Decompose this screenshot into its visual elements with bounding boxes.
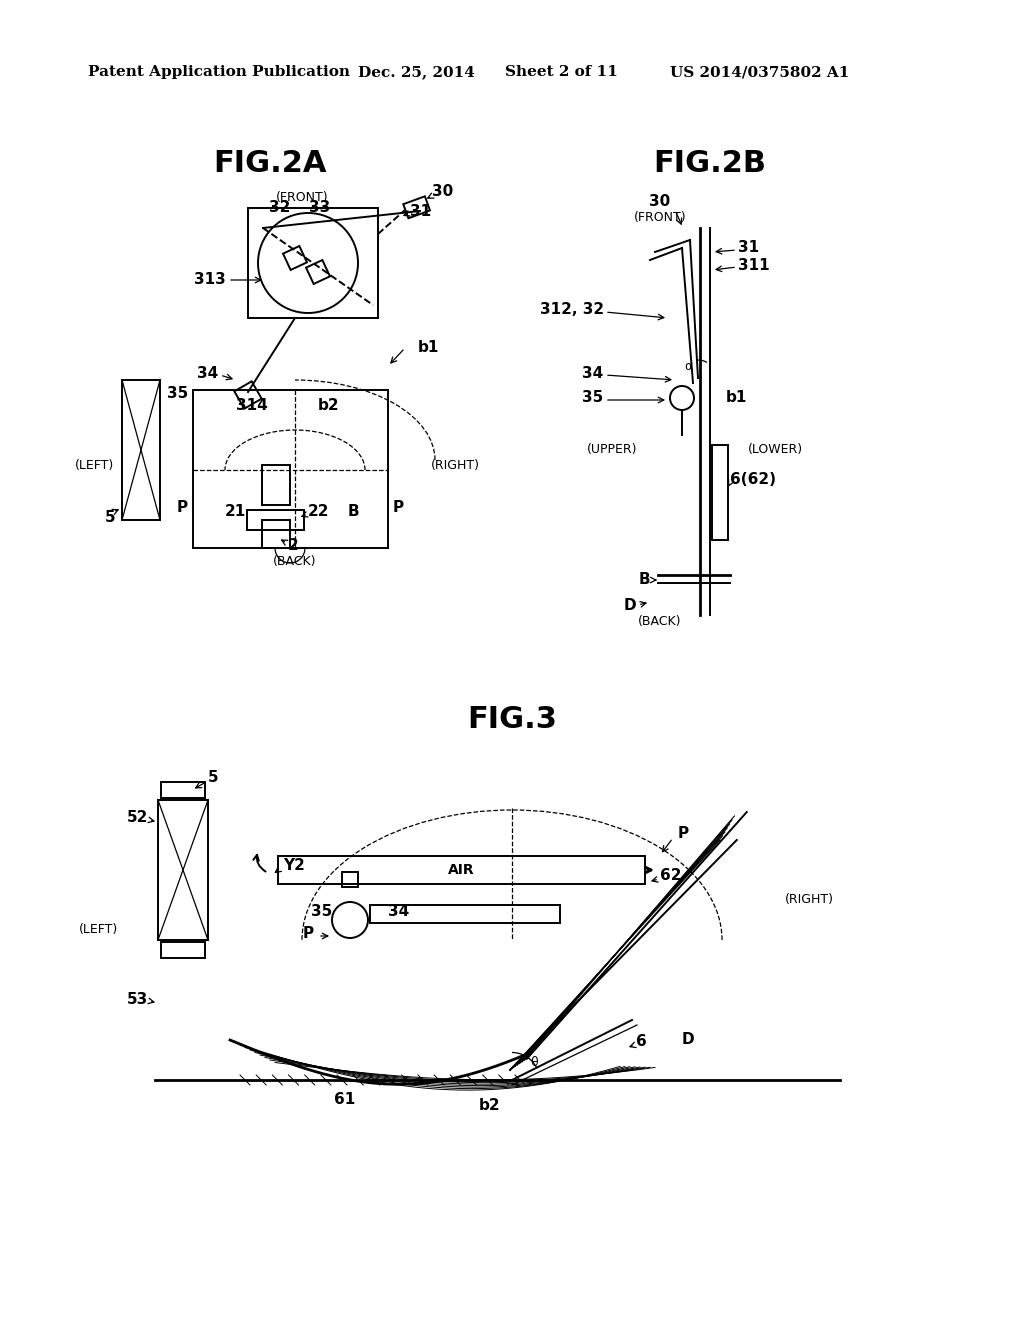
Text: AIR: AIR xyxy=(449,863,475,876)
Text: 52: 52 xyxy=(127,810,148,825)
Bar xyxy=(193,389,388,548)
Text: FIG.3: FIG.3 xyxy=(467,705,557,734)
Text: Sheet 2 of 11: Sheet 2 of 11 xyxy=(505,65,617,79)
Text: P: P xyxy=(177,499,188,515)
Text: P: P xyxy=(393,499,404,515)
Text: 21: 21 xyxy=(224,504,246,520)
Bar xyxy=(248,209,378,318)
Bar xyxy=(278,855,645,884)
Bar xyxy=(161,781,205,799)
Bar xyxy=(161,942,205,958)
Text: 6(62): 6(62) xyxy=(730,473,776,487)
Text: FIG.2B: FIG.2B xyxy=(653,149,767,177)
Text: 34: 34 xyxy=(582,366,603,380)
Text: 35: 35 xyxy=(167,385,188,400)
Text: (UPPER): (UPPER) xyxy=(587,444,637,457)
Text: b2: b2 xyxy=(479,1097,501,1113)
Bar xyxy=(262,465,290,506)
Text: D: D xyxy=(624,598,636,614)
Text: 31: 31 xyxy=(410,203,431,219)
Text: 314: 314 xyxy=(237,397,268,412)
Text: θ: θ xyxy=(530,1056,538,1068)
Text: (LEFT): (LEFT) xyxy=(76,458,115,471)
Text: 30: 30 xyxy=(432,185,454,199)
Text: Dec. 25, 2014: Dec. 25, 2014 xyxy=(358,65,475,79)
Text: b1: b1 xyxy=(726,391,748,405)
Text: 22: 22 xyxy=(308,504,330,520)
Text: B: B xyxy=(638,573,650,587)
Text: b2: b2 xyxy=(318,397,340,412)
Text: (LOWER): (LOWER) xyxy=(748,444,803,457)
Text: B: B xyxy=(348,504,359,520)
Text: 313: 313 xyxy=(195,272,226,288)
Bar xyxy=(370,906,560,923)
Text: (FRONT): (FRONT) xyxy=(275,191,329,205)
Bar xyxy=(712,445,728,540)
Text: b1: b1 xyxy=(418,341,439,355)
Text: FIG.2A: FIG.2A xyxy=(213,149,327,177)
Bar xyxy=(262,520,290,548)
Text: (RIGHT): (RIGHT) xyxy=(785,894,834,907)
Text: (RIGHT): (RIGHT) xyxy=(430,458,479,471)
Text: P: P xyxy=(303,927,314,941)
Text: Y2: Y2 xyxy=(283,858,305,874)
Text: US 2014/0375802 A1: US 2014/0375802 A1 xyxy=(670,65,849,79)
Text: 62: 62 xyxy=(660,869,682,883)
Text: 6: 6 xyxy=(636,1035,647,1049)
Text: 311: 311 xyxy=(738,257,770,272)
Text: 31: 31 xyxy=(738,240,759,256)
Text: 35: 35 xyxy=(582,391,603,405)
Text: D: D xyxy=(682,1032,694,1048)
Text: 61: 61 xyxy=(335,1093,355,1107)
Text: 2: 2 xyxy=(288,537,299,553)
Text: (BACK): (BACK) xyxy=(638,615,682,628)
Text: 5: 5 xyxy=(104,511,116,525)
Text: 5: 5 xyxy=(208,771,219,785)
Bar xyxy=(122,380,160,520)
Bar xyxy=(247,510,304,531)
Text: 34: 34 xyxy=(197,366,218,380)
Text: 312, 32: 312, 32 xyxy=(540,302,604,318)
Text: P: P xyxy=(678,826,689,842)
Text: (BACK): (BACK) xyxy=(273,556,316,569)
Text: α: α xyxy=(684,359,692,372)
Text: 33: 33 xyxy=(309,199,331,214)
Text: 35: 35 xyxy=(310,904,332,920)
Text: 32: 32 xyxy=(269,199,291,214)
Text: 30: 30 xyxy=(649,194,671,210)
Text: (LEFT): (LEFT) xyxy=(79,924,118,936)
Bar xyxy=(158,800,208,940)
Text: Patent Application Publication: Patent Application Publication xyxy=(88,65,350,79)
Text: 53: 53 xyxy=(127,993,148,1007)
Text: (FRONT): (FRONT) xyxy=(634,211,686,224)
Text: 34: 34 xyxy=(388,904,410,920)
Bar xyxy=(342,873,358,887)
